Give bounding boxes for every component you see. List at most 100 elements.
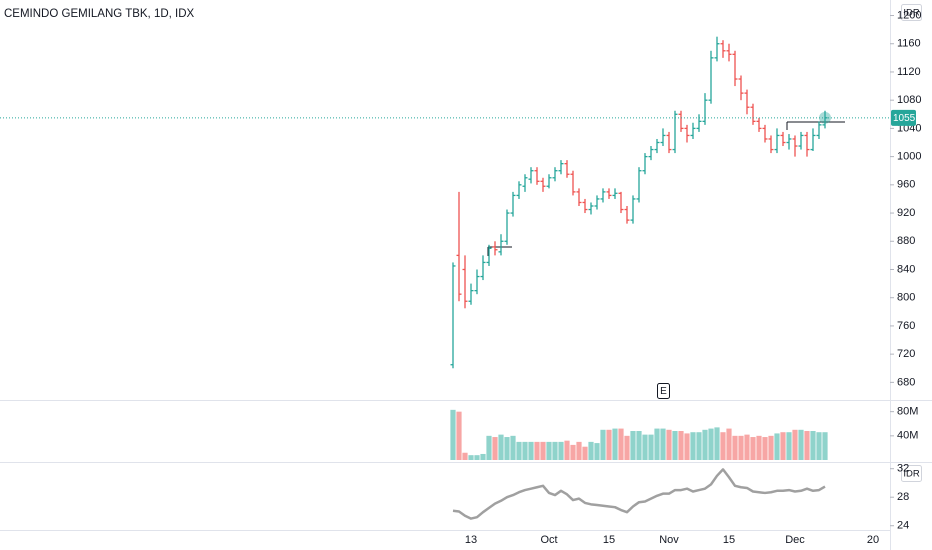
volume-bar — [474, 455, 480, 460]
volume-bar — [630, 431, 636, 460]
last-price-box — [891, 109, 916, 126]
volume-bar — [456, 411, 462, 460]
volume-bar — [534, 441, 540, 460]
volume-bar — [708, 428, 714, 460]
volume-bar — [720, 432, 726, 460]
volume-bar — [798, 429, 804, 460]
x-tick-label: 13 — [465, 534, 477, 546]
y-tick-label: 720 — [897, 348, 915, 360]
y-tick-label: 28 — [897, 491, 909, 503]
volume-bar — [480, 453, 486, 460]
volume-bar — [702, 429, 708, 460]
y-tick-label: 80M — [897, 406, 918, 418]
y-tick-label: 680 — [897, 376, 915, 388]
last-price-label: 1055 — [893, 113, 916, 124]
volume-bar — [558, 441, 564, 460]
currency-button[interactable] — [901, 465, 922, 482]
volume-bar — [522, 441, 528, 460]
x-tick-label: Nov — [659, 534, 679, 546]
x-tick-label: Oct — [540, 534, 557, 546]
drawing-lines — [487, 121, 845, 256]
y-tick-label: 920 — [897, 207, 915, 219]
volume-bar — [642, 434, 648, 460]
y-tick-label: 1120 — [897, 66, 921, 78]
y-tick-label: 800 — [897, 292, 915, 304]
x-tick-label: Dec — [785, 534, 805, 546]
volume-bar — [780, 432, 786, 460]
volume-bar — [660, 428, 666, 460]
volume-bar — [648, 434, 654, 460]
volume-bar — [624, 435, 630, 460]
volume-bar — [816, 432, 822, 460]
volume-bar — [786, 432, 792, 460]
volume-bar — [504, 437, 510, 460]
volume-bar — [636, 431, 642, 460]
volume-bar — [804, 431, 810, 460]
volume-bar — [582, 446, 588, 460]
volume-bar — [822, 432, 828, 460]
y-tick-label: 1200 — [897, 9, 921, 21]
volume-bar — [744, 434, 750, 460]
volume-bar — [684, 433, 690, 460]
volume-bar — [696, 432, 702, 460]
y-tick-label: 1000 — [897, 151, 921, 163]
y-tick-label: 32 — [897, 463, 909, 475]
y-tick-label: 1080 — [897, 94, 921, 106]
volume-bar — [750, 437, 756, 460]
y-tick-label: 1160 — [897, 38, 921, 50]
earnings-label[interactable]: E — [660, 386, 667, 397]
volume-bar — [546, 441, 552, 460]
volume-bar — [732, 435, 738, 460]
volume-bar — [570, 444, 576, 460]
last-price-dot — [819, 111, 831, 124]
currency-label[interactable]: IDR — [903, 8, 920, 19]
volume-bar — [666, 429, 672, 460]
volume-bar — [492, 437, 498, 460]
volume-bar — [528, 441, 534, 460]
chart-title: CEMINDO GEMILANG TBK, 1D, IDX — [4, 8, 195, 20]
volume-bar — [516, 441, 522, 460]
volume-bar — [594, 443, 600, 460]
volume-bar — [618, 428, 624, 460]
y-tick-label: 24 — [897, 520, 909, 532]
volume-bar — [774, 433, 780, 460]
volume-bar — [552, 441, 558, 460]
volume-bar — [486, 435, 492, 460]
y-tick-label: 880 — [897, 235, 915, 247]
volume-bar — [564, 440, 570, 460]
currency-button[interactable] — [901, 4, 922, 21]
indicator-line — [452, 468, 826, 520]
y-tick-label: 960 — [897, 179, 915, 191]
volume-bar — [498, 434, 504, 460]
volume-bar — [462, 452, 468, 460]
volume-bar — [654, 428, 660, 460]
volume-bar — [606, 429, 612, 460]
volume-bar — [510, 435, 516, 460]
volume-bar — [768, 435, 774, 460]
volume-bar — [690, 432, 696, 460]
volume-bar — [588, 441, 594, 460]
volume-bar — [468, 455, 474, 460]
volume-bar — [726, 428, 732, 460]
volume-bar — [612, 428, 618, 460]
x-tick-label: 15 — [603, 534, 615, 546]
volume-bar — [678, 431, 684, 460]
volume-bar — [738, 435, 744, 460]
volume-bar — [672, 431, 678, 460]
volume-bar — [576, 441, 582, 460]
x-tick-label: 20 — [867, 534, 879, 546]
volume-bar — [450, 409, 456, 460]
earnings-marker[interactable] — [657, 383, 670, 399]
volume-bar — [714, 427, 720, 460]
volume-bar — [600, 429, 606, 460]
volume-bar — [762, 437, 768, 460]
currency-label[interactable]: IDR — [903, 469, 920, 480]
x-tick-label: 15 — [723, 534, 735, 546]
volume-bar — [540, 441, 546, 460]
y-tick-label: 40M — [897, 430, 918, 442]
volume-bar — [810, 431, 816, 460]
volume-bar — [792, 429, 798, 460]
y-tick-label: 840 — [897, 263, 915, 275]
volume-bar — [756, 435, 762, 460]
